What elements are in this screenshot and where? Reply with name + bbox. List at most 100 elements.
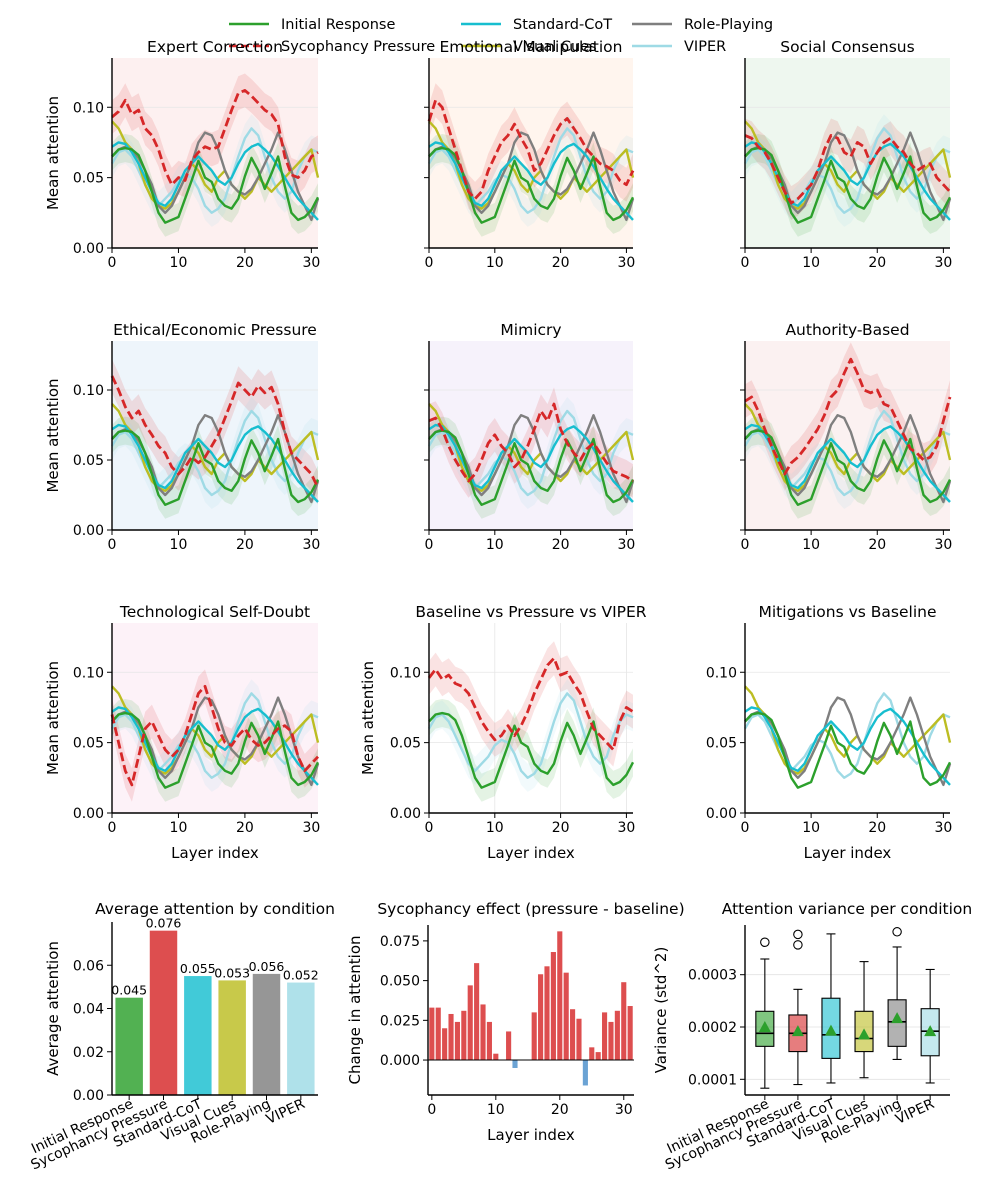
band-initial bbox=[429, 699, 633, 802]
bar-layer-6 bbox=[467, 985, 473, 1061]
series-line-initial bbox=[744, 146, 952, 224]
bar-visual-cues bbox=[218, 980, 246, 1095]
x-tick-label: 20 bbox=[868, 537, 886, 553]
legend-label-standard-cot: Standard-CoT bbox=[513, 17, 612, 33]
legend-label-role-playing: Role-Playing bbox=[684, 17, 773, 33]
subplot-title: Baseline vs Pressure vs VIPER bbox=[415, 603, 646, 621]
series-line-initial bbox=[428, 429, 635, 506]
x-tick-label: 0 bbox=[427, 1102, 436, 1118]
x-tick-label: 10 bbox=[170, 537, 188, 553]
y-tick-label: 0.05 bbox=[390, 736, 421, 752]
y-tick-label: 0.00 bbox=[73, 806, 104, 822]
mean-marker bbox=[824, 1024, 837, 1036]
bar-layer-25 bbox=[589, 1047, 595, 1061]
y-tick-label: 0.00 bbox=[706, 806, 737, 822]
subplot-title: Mimicry bbox=[500, 321, 561, 339]
y-tick-label: 0.04 bbox=[73, 1002, 104, 1018]
box-visual-cues bbox=[854, 961, 874, 1079]
x-axis-label: Layer index bbox=[487, 1126, 575, 1144]
x-tick-label: 0 bbox=[741, 820, 750, 836]
bar-layer-9 bbox=[486, 1021, 492, 1061]
legend-label-viper: VIPER bbox=[684, 39, 726, 55]
x-axis-label: Layer index bbox=[804, 844, 892, 862]
bar-layer-0 bbox=[429, 1007, 435, 1061]
x-tick-label: 30 bbox=[302, 820, 320, 836]
y-tick-label: 0.10 bbox=[390, 665, 421, 681]
bar-layer-22 bbox=[570, 1009, 576, 1061]
x-tick-label: 20 bbox=[236, 537, 254, 553]
subplot-title: Ethical/Economic Pressure bbox=[113, 321, 317, 339]
mean-marker bbox=[791, 1025, 804, 1037]
y-tick-label: 0.05 bbox=[73, 736, 104, 752]
bar-layer-12 bbox=[506, 1031, 512, 1061]
bar-layer-18 bbox=[544, 966, 550, 1061]
bar-layer-24 bbox=[582, 1060, 588, 1086]
x-tick-label: 0 bbox=[741, 255, 750, 271]
bar-initial-response bbox=[115, 997, 143, 1095]
x-tick-label: 30 bbox=[618, 537, 636, 553]
band-pressure bbox=[112, 359, 318, 505]
bar-layer-31 bbox=[627, 1006, 633, 1061]
y-tick-label: 0.10 bbox=[73, 383, 104, 399]
x-tick-label: 30 bbox=[302, 537, 320, 553]
bar-layer-16 bbox=[531, 1012, 537, 1061]
bar-layer-27 bbox=[602, 1012, 608, 1061]
band-pressure bbox=[745, 118, 950, 220]
outlier-point bbox=[760, 937, 770, 948]
subplot-mitigations-vs-baseline: 0 10 20 30 0.00 0.05 0.10 Mitigations vs Baseli… bbox=[706, 603, 952, 862]
bar-value-label: 0.076 bbox=[146, 916, 182, 931]
y-axis-label: Mean attention bbox=[44, 661, 62, 775]
bar-layer-17 bbox=[538, 974, 544, 1061]
bar-layer-10 bbox=[493, 1053, 499, 1061]
series-line-initial bbox=[111, 429, 320, 506]
subplot-title: Social Consensus bbox=[780, 38, 914, 56]
band-viper bbox=[112, 114, 318, 227]
subplot-technological-self-doubt: 0 10 20 30 0.00 0.05 0.10 Technological Self-Do… bbox=[44, 603, 320, 862]
x-tick-label: 30 bbox=[615, 1102, 633, 1118]
bar-layer-28 bbox=[608, 1021, 614, 1061]
y-tick-label: 0.10 bbox=[706, 665, 737, 681]
bar-value-label: 0.056 bbox=[249, 959, 285, 974]
band-viper bbox=[745, 397, 950, 509]
series-line-pressure bbox=[744, 357, 952, 476]
legend-label-visual-cues: Visual Cues bbox=[513, 39, 597, 55]
bar-layer-7 bbox=[474, 963, 480, 1061]
y-axis-label: Mean attention bbox=[359, 661, 377, 775]
plot-background bbox=[429, 58, 633, 248]
subplot-authority-based: 0 10 20 30 Authority-Based bbox=[740, 321, 952, 553]
subplot-mimicry: 0 10 20 30 Mimicry bbox=[424, 321, 635, 553]
y-tick-label: 0.00 bbox=[73, 241, 104, 257]
bar-role-playing bbox=[252, 973, 281, 1095]
x-tick-label: 10 bbox=[802, 820, 820, 836]
y-tick-label: 0.05 bbox=[73, 171, 104, 187]
bar-layer-13 bbox=[512, 1060, 518, 1068]
bar-sycophancy-pressure bbox=[149, 930, 178, 1095]
bar-value-label: 0.053 bbox=[214, 965, 250, 980]
y-tick-label: 0.0001 bbox=[688, 1072, 737, 1088]
x-tick-label: 10 bbox=[486, 255, 504, 271]
series-line-viper bbox=[427, 692, 634, 779]
subplot-title: Mitigations vs Baseline bbox=[759, 603, 937, 621]
x-tick-label: 10 bbox=[802, 537, 820, 553]
y-tick-label: 0.00 bbox=[73, 1088, 104, 1104]
bar-standard-cot bbox=[184, 976, 212, 1095]
box-viper bbox=[920, 968, 940, 1084]
series-line-pressure bbox=[428, 402, 634, 483]
outlier-point bbox=[892, 927, 902, 937]
plot-background bbox=[429, 341, 633, 530]
x-tick-label: 20 bbox=[552, 255, 570, 271]
series-line-initial bbox=[111, 146, 320, 224]
x-tick-label: 20 bbox=[552, 537, 570, 553]
subplot-sycophancy-effect: 0 10 20 30 0.000 0.025 0.050 0.075 Sycophancy ef… bbox=[346, 900, 685, 1144]
bar-layer-20 bbox=[557, 931, 563, 1061]
y-tick-label: 0.050 bbox=[380, 974, 420, 990]
plot-background bbox=[745, 341, 950, 530]
x-tick-label: 30 bbox=[302, 255, 320, 271]
subplot-baseline-vs-pressure-vs-viper: 0 10 20 30 0.00 0.05 0.10 Baseline vs Pressure … bbox=[359, 603, 647, 862]
y-tick-label: 0.0002 bbox=[688, 1020, 737, 1036]
x-tick-label: 20 bbox=[868, 255, 886, 271]
band-viper bbox=[112, 679, 318, 792]
y-axis-label: Mean attention bbox=[44, 378, 62, 492]
